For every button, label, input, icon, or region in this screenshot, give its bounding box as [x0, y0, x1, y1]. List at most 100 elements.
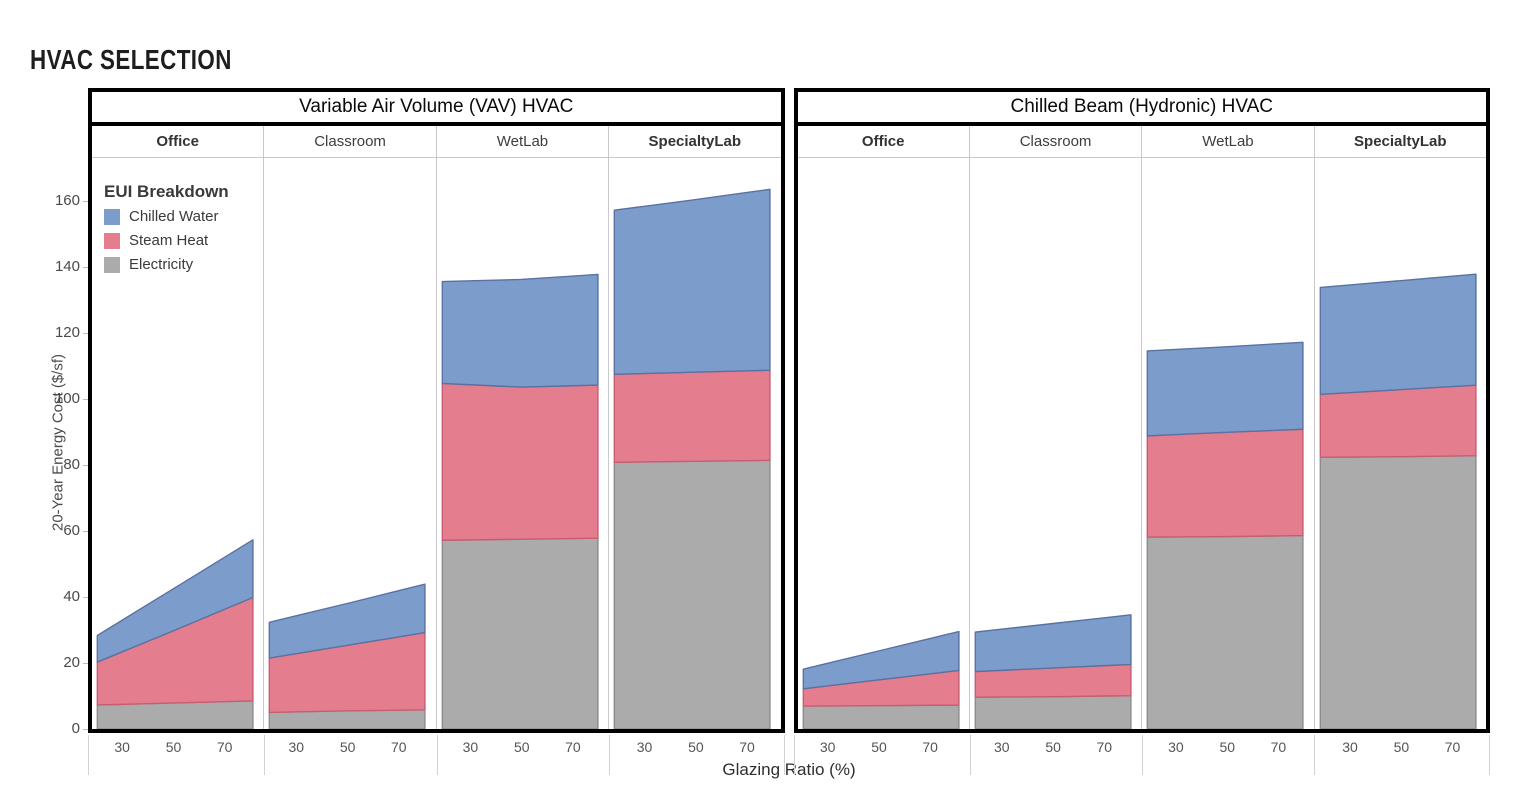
y-tick-mark: [83, 530, 88, 532]
x-tick-label: 70: [1096, 739, 1113, 755]
area-chilled-water: [97, 540, 253, 662]
area-steam-heat: [1148, 429, 1304, 537]
legend-item-electricity: Electricity: [104, 256, 229, 273]
y-tick-mark: [83, 596, 88, 598]
x-tick-label: 30: [993, 739, 1010, 755]
x-tick-label: 50: [871, 739, 887, 755]
panel-vav: Variable Air Volume (VAV) HVAC Office Clas…: [88, 88, 785, 733]
y-tick-label: 60: [63, 521, 80, 539]
x-axis-ticks: 30 50 70 30 50 70 30 50 70 30 50 70 30 50 70 30 50 70 30 50…: [88, 739, 1490, 757]
facet-header-classroom: Classroom: [970, 126, 1143, 157]
axis-separator: [970, 735, 971, 775]
y-tick-label: 20: [63, 653, 80, 671]
x-tick-label: 50: [339, 739, 356, 755]
legend-title: EUI Breakdown: [104, 182, 229, 201]
axis-separator: [264, 735, 265, 775]
facet-header-wetlab: WetLab: [437, 126, 610, 157]
axis-separator: [88, 735, 89, 775]
area-steam-heat: [1320, 385, 1476, 457]
panel-title: Variable Air Volume (VAV) HVAC: [92, 92, 781, 126]
area-chilled-water: [442, 274, 598, 387]
legend-label: Chilled Water: [129, 208, 219, 225]
x-tick-label: 30: [1342, 739, 1358, 755]
area-chilled-water: [803, 632, 959, 689]
x-tick-label: 70: [1270, 739, 1287, 755]
facet-header-specialtylab: SpecialtyLab: [1354, 133, 1447, 150]
legend: EUI Breakdown Chilled Water Steam Heat Ele…: [104, 182, 229, 280]
y-tick-mark: [83, 662, 88, 664]
y-tick-label: 160: [54, 191, 80, 209]
legend-swatch: [104, 256, 120, 273]
chart-area: Variable Air Volume (VAV) HVAC Office Clas…: [88, 88, 1490, 733]
x-tick-label: 50: [165, 739, 182, 755]
x-tick-label: 50: [1045, 739, 1061, 755]
x-tick-label: 70: [922, 739, 938, 755]
legend-swatch: [104, 232, 120, 249]
x-tick-label: 70: [739, 739, 755, 755]
facet-header-office: Office: [92, 126, 265, 157]
legend-item-chilled-water: Chilled Water: [104, 208, 229, 225]
x-tick-label: 70: [216, 739, 233, 755]
x-tick-label: 30: [819, 739, 836, 755]
area-steam-heat: [442, 383, 598, 540]
x-tick-label: 30: [114, 739, 130, 755]
y-tick-mark: [83, 464, 88, 466]
x-tick-label: 50: [513, 739, 530, 755]
area-electricity: [1148, 536, 1304, 729]
y-tick-label: 120: [54, 323, 80, 341]
area-electricity: [803, 705, 959, 729]
y-tick-mark: [83, 332, 88, 334]
axis-separator: [794, 735, 795, 775]
plot-wetlab: [437, 158, 610, 729]
facet-header-office: Office: [798, 126, 970, 157]
area-chilled-water: [270, 584, 426, 658]
area-electricity: [97, 701, 253, 729]
area-chilled-water: [1148, 342, 1304, 436]
page-title: HVAC SELECTION: [30, 44, 232, 75]
legend-label: Steam Heat: [129, 232, 209, 249]
axis-separator: [1314, 735, 1315, 775]
plot-wetlab: [1142, 158, 1315, 729]
axis-separator: [1142, 735, 1143, 775]
x-tick-label: 30: [1168, 739, 1184, 755]
facet-header-specialtylab: SpecialtyLab: [648, 133, 742, 150]
area-electricity: [270, 710, 426, 729]
y-tick-mark: [83, 729, 88, 730]
axis-separator: [784, 735, 785, 775]
y-tick-label: 0: [71, 720, 80, 737]
x-tick-label: 70: [391, 739, 407, 755]
legend-item-steam-heat: Steam Heat: [104, 232, 229, 249]
area-steam-heat: [614, 370, 770, 462]
y-tick-mark: [83, 200, 88, 202]
area-electricity: [442, 538, 598, 729]
axis-separator: [609, 735, 610, 775]
plot-office: [798, 158, 970, 729]
x-tick-label: 70: [1444, 739, 1461, 755]
x-tick-label: 50: [1393, 739, 1410, 755]
plot-specialtylab: [1315, 158, 1486, 729]
facet-header-classroom: Classroom: [264, 126, 437, 157]
area-chilled-water: [1320, 274, 1476, 394]
x-tick-label: 50: [1219, 739, 1236, 755]
axis-separator: [437, 735, 438, 775]
area-chilled-water: [614, 189, 770, 374]
area-electricity: [975, 696, 1131, 729]
y-tick-mark: [83, 266, 88, 268]
plot-specialtylab: [609, 158, 780, 729]
panel-title: Chilled Beam (Hydronic) HVAC: [797, 92, 1486, 126]
y-tick-label: 140: [54, 257, 80, 275]
x-tick-label: 30: [288, 739, 305, 755]
area-electricity: [1320, 456, 1476, 729]
x-axis-title: Glazing Ratio (%): [722, 760, 856, 779]
y-tick-label: 80: [63, 455, 80, 473]
area-electricity: [614, 460, 770, 729]
plot-classroom: [970, 158, 1143, 729]
y-tick-label: 100: [54, 389, 80, 407]
x-tick-label: 50: [688, 739, 704, 755]
area-chilled-water: [975, 615, 1131, 672]
axis-separator: [1489, 735, 1490, 775]
y-tick-mark: [83, 398, 88, 400]
plot-classroom: [264, 158, 437, 729]
legend-label: Electricity: [129, 256, 194, 273]
